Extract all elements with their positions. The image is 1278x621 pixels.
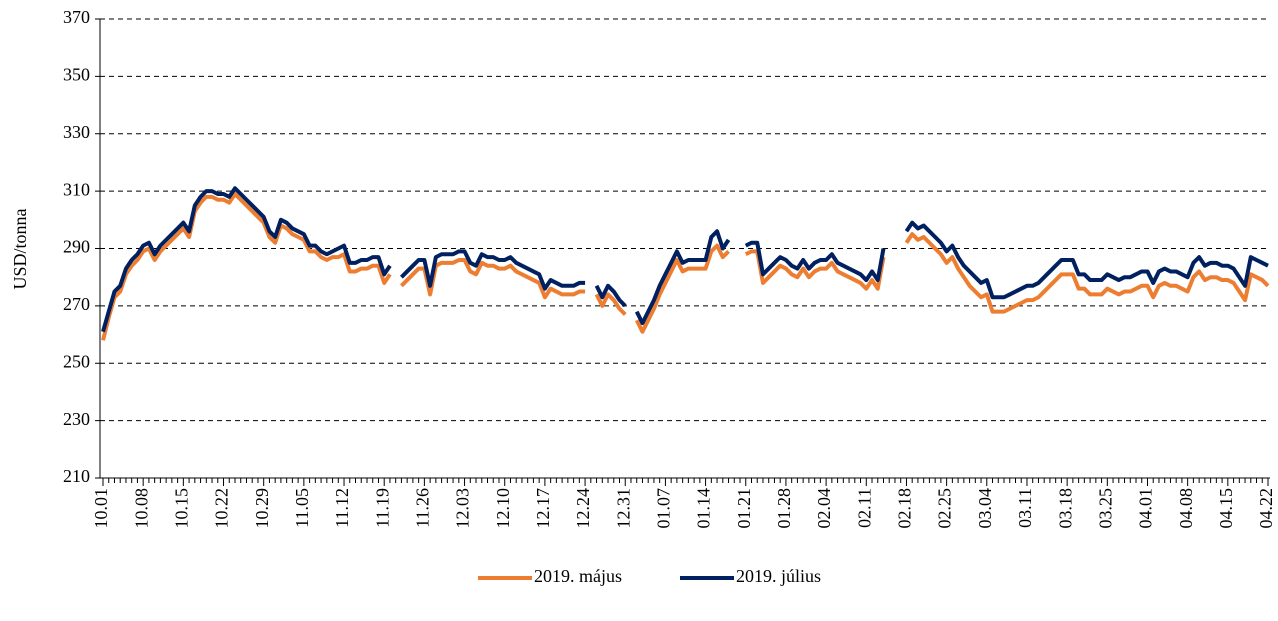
x-tick-label: 12.24 bbox=[573, 488, 593, 529]
y-tick-label: 230 bbox=[63, 409, 90, 429]
x-tick-label: 01.07 bbox=[654, 488, 674, 529]
y-tick-label: 290 bbox=[63, 237, 90, 257]
x-tick-label: 04.08 bbox=[1176, 488, 1196, 529]
x-tick-label: 02.18 bbox=[895, 488, 915, 529]
x-tick-label: 04.15 bbox=[1216, 488, 1236, 529]
y-tick-label: 330 bbox=[63, 122, 90, 142]
x-tick-label: 01.21 bbox=[734, 488, 754, 529]
x-tick-label: 10.01 bbox=[91, 488, 111, 529]
x-tick-label: 02.11 bbox=[854, 488, 874, 528]
x-tick-label: 10.29 bbox=[252, 488, 272, 529]
x-tick-label: 11.05 bbox=[292, 488, 312, 528]
y-axis-label: USD/tonna bbox=[10, 208, 30, 289]
x-tick-label: 03.04 bbox=[975, 488, 995, 529]
line-series bbox=[101, 191, 1270, 341]
y-tick-label: 250 bbox=[63, 351, 90, 371]
x-tick-label: 03.11 bbox=[1015, 488, 1035, 528]
x-tick-label: 10.15 bbox=[171, 488, 191, 529]
x-tick-label: 12.03 bbox=[453, 488, 473, 529]
x-tick-label: 11.12 bbox=[332, 488, 352, 528]
x-tick-label: 10.22 bbox=[212, 488, 232, 529]
x-tick-label: 10.08 bbox=[131, 488, 151, 529]
legend-label: 2019. július bbox=[736, 566, 821, 586]
x-tick-label: 04.01 bbox=[1136, 488, 1156, 529]
y-tick-label: 350 bbox=[63, 65, 90, 85]
legend: 2019. május 2019. július bbox=[478, 566, 821, 586]
x-tick-label: 03.25 bbox=[1095, 488, 1115, 529]
x-tick-label: 04.22 bbox=[1256, 488, 1276, 529]
x-tick-label: 02.25 bbox=[935, 488, 955, 529]
x-tick-label: 03.18 bbox=[1055, 488, 1075, 529]
line-series bbox=[101, 186, 1269, 333]
x-tick-label: 12.31 bbox=[613, 488, 633, 529]
x-tick-label: 12.10 bbox=[493, 488, 513, 529]
x-tick-label: 01.14 bbox=[694, 488, 714, 529]
x-tick-label: 01.28 bbox=[774, 488, 794, 529]
y-tick-label: 210 bbox=[63, 466, 90, 486]
y-tick-label: 370 bbox=[63, 7, 90, 27]
x-tick-label: 02.04 bbox=[814, 488, 834, 529]
x-tick-label: 11.26 bbox=[413, 488, 433, 528]
x-tick-label: 12.17 bbox=[533, 488, 553, 529]
x-tick-label: 11.19 bbox=[372, 488, 392, 528]
legend-label: 2019. május bbox=[534, 566, 622, 586]
y-tick-label: 270 bbox=[63, 294, 90, 314]
y-tick-label: 310 bbox=[63, 179, 90, 199]
